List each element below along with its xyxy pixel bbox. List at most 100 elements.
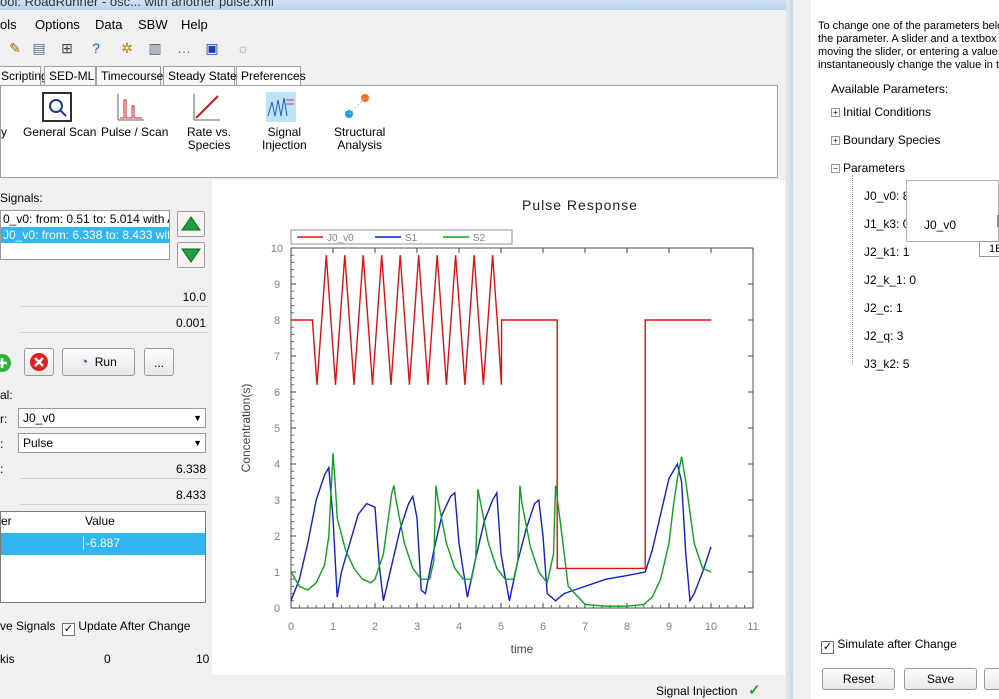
parameter-table: er Value -6.887 <box>0 511 206 603</box>
param-item[interactable]: J1_k3: 0 <box>864 217 910 231</box>
save-button[interactable]: Save <box>904 668 977 690</box>
x-tick-label: 10 <box>705 621 717 633</box>
type-label: : <box>0 437 4 451</box>
y-tick-label: 9 <box>274 279 280 291</box>
parameters-panel <box>811 0 999 699</box>
move-down-button[interactable] <box>177 242 205 268</box>
table-cell-value[interactable]: -6.887 <box>83 536 120 550</box>
tree-line <box>852 175 853 365</box>
pulse-scan-label[interactable]: Pulse / Scan <box>101 125 169 139</box>
param-item[interactable]: J3_k2: 5 <box>864 357 910 371</box>
signal-item[interactable]: 0_v0: from: 0.51 to: 5.014 with Am <box>3 212 170 226</box>
checkbox-checked-icon[interactable]: ✓ <box>821 641 834 654</box>
slider-panel <box>790 0 999 699</box>
start-value[interactable]: 6.338 <box>20 459 208 479</box>
tree-parameters-label: Parameters <box>843 161 906 175</box>
signals-list[interactable]: 0_v0: from: 0.51 to: 5.014 with Am J0_v0… <box>0 210 170 260</box>
delete-button[interactable] <box>24 348 54 376</box>
general-scan-label[interactable]: General Scan <box>23 125 97 139</box>
description-line-3: moving the slider, or entering a value, … <box>818 46 999 58</box>
menu-tools[interactable]: ols <box>0 17 17 32</box>
series-j0-v0-line <box>291 255 711 570</box>
description-line-1: To change one of the parameters belo <box>818 20 999 32</box>
signal-type-select[interactable]: Pulse ▼ <box>18 433 206 453</box>
keyboard-icon[interactable]: ▥ <box>148 40 162 56</box>
param-item[interactable]: J2_c: 1 <box>864 301 903 315</box>
menu-help[interactable]: Help <box>181 17 208 32</box>
splitter[interactable] <box>786 0 790 699</box>
monitor-icon[interactable]: ▣ <box>205 40 219 56</box>
parameter-label: r: <box>0 412 8 426</box>
param-item[interactable]: J2_k_1: 0 <box>864 273 917 287</box>
slider-value-box[interactable]: 1E <box>979 241 999 257</box>
expand-icon: + <box>831 136 840 145</box>
print-icon[interactable]: ▤ <box>32 40 46 56</box>
tree-boundary-species[interactable]: + Boundary Species <box>831 133 940 147</box>
x-tick-label: 6 <box>540 621 546 633</box>
save-signals-label[interactable]: ve Signals <box>0 619 56 633</box>
legend-box <box>290 229 513 245</box>
tab-sed-ml[interactable]: SED-ML <box>44 66 96 86</box>
legend-label: S2 <box>473 233 486 244</box>
x-tick-label: 1 <box>330 621 336 633</box>
pulse-scan-icon[interactable] <box>116 92 146 122</box>
signal-type-value: Pulse <box>23 436 54 450</box>
axis-label: kis <box>0 652 15 666</box>
series-s2-line <box>290 453 712 607</box>
menu-data[interactable]: Data <box>95 17 123 32</box>
structural-analysis-icon[interactable] <box>341 92 371 122</box>
general-scan-icon[interactable] <box>42 92 72 122</box>
tab-timecourse[interactable]: Timecourse <box>96 66 163 86</box>
reset-button[interactable]: Reset <box>822 668 895 690</box>
rate-vs-species-label[interactable]: Rate vs. Species <box>187 125 232 152</box>
axis-min-value[interactable]: 0 <box>104 652 111 666</box>
tree-initial-conditions[interactable]: + Initial Conditions <box>831 105 931 119</box>
x-tick-label: 3 <box>414 621 420 633</box>
move-up-button[interactable] <box>177 211 205 237</box>
add-button[interactable] <box>0 350 14 376</box>
gear-icon[interactable]: ✲ <box>121 40 133 56</box>
tab-scripting[interactable]: Scripting <box>0 66 48 86</box>
parameter-slider-popup[interactable]: J0_v0 1E <box>906 180 999 257</box>
run-button[interactable]: ◔ Run <box>62 348 135 376</box>
status-bar: Signal Injection ✓ <box>650 681 790 699</box>
edit-icon[interactable]: ✎ <box>9 40 21 56</box>
y-axis-label: Concentration(s) <box>239 384 253 473</box>
param-item[interactable]: J0_v0: 8 <box>864 189 910 203</box>
table-row[interactable]: -6.887 <box>1 533 205 555</box>
x-tick-label: 7 <box>582 621 588 633</box>
rate-vs-species-icon[interactable] <box>192 92 222 122</box>
spinner-icon[interactable]: ☼ <box>236 40 250 56</box>
simulate-after-change-checkbox[interactable]: ✓ Simulate after Change <box>821 637 957 654</box>
axis-max-value[interactable]: 10 <box>196 652 210 666</box>
signal-injection-icon[interactable] <box>266 92 296 122</box>
tab-preferences[interactable]: Preferences <box>236 66 306 86</box>
structural-analysis-label[interactable]: Structural Analysis <box>334 125 386 152</box>
network-icon[interactable]: ⊞ <box>61 40 73 56</box>
update-after-change-checkbox[interactable]: ✓ Update After Change <box>62 619 190 636</box>
step-value[interactable]: 0.001 <box>20 313 208 333</box>
signal-injection-label[interactable]: Signal Injection <box>262 125 307 152</box>
tree-parameters[interactable]: − Parameters <box>831 161 905 175</box>
y-tick-label: 7 <box>274 351 280 363</box>
param-item[interactable]: J2_q: 3 <box>864 329 904 343</box>
slider-thumb[interactable] <box>997 215 999 227</box>
description-line-4: instantaneously change the value in th <box>818 59 999 71</box>
end-time-value[interactable]: 10.0 <box>20 287 208 307</box>
parameter-select[interactable]: J0_v0 ▼ <box>18 408 206 428</box>
menu-sbw[interactable]: SBW <box>138 17 168 32</box>
y-tick-label: 4 <box>274 459 280 471</box>
help-icon[interactable]: ? <box>92 40 100 56</box>
plus-icon <box>0 354 11 372</box>
y-tick-label: 5 <box>274 423 280 435</box>
checkbox-checked-icon[interactable]: ✓ <box>62 623 75 636</box>
dots-icon[interactable]: … <box>177 40 191 56</box>
param-item[interactable]: J2_k1: 1 <box>864 245 910 259</box>
more-button[interactable]: ... <box>144 348 174 376</box>
x-tick-label: 4 <box>456 621 462 633</box>
menu-options[interactable]: Options <box>35 17 80 32</box>
signal-item-selected[interactable]: J0_v0: from: 6.338 to: 8.433 with <box>1 227 170 243</box>
extra-button[interactable] <box>984 668 999 690</box>
end-value[interactable]: 8.433 <box>20 485 208 505</box>
tab-steady-state[interactable]: Steady State <box>163 66 237 86</box>
